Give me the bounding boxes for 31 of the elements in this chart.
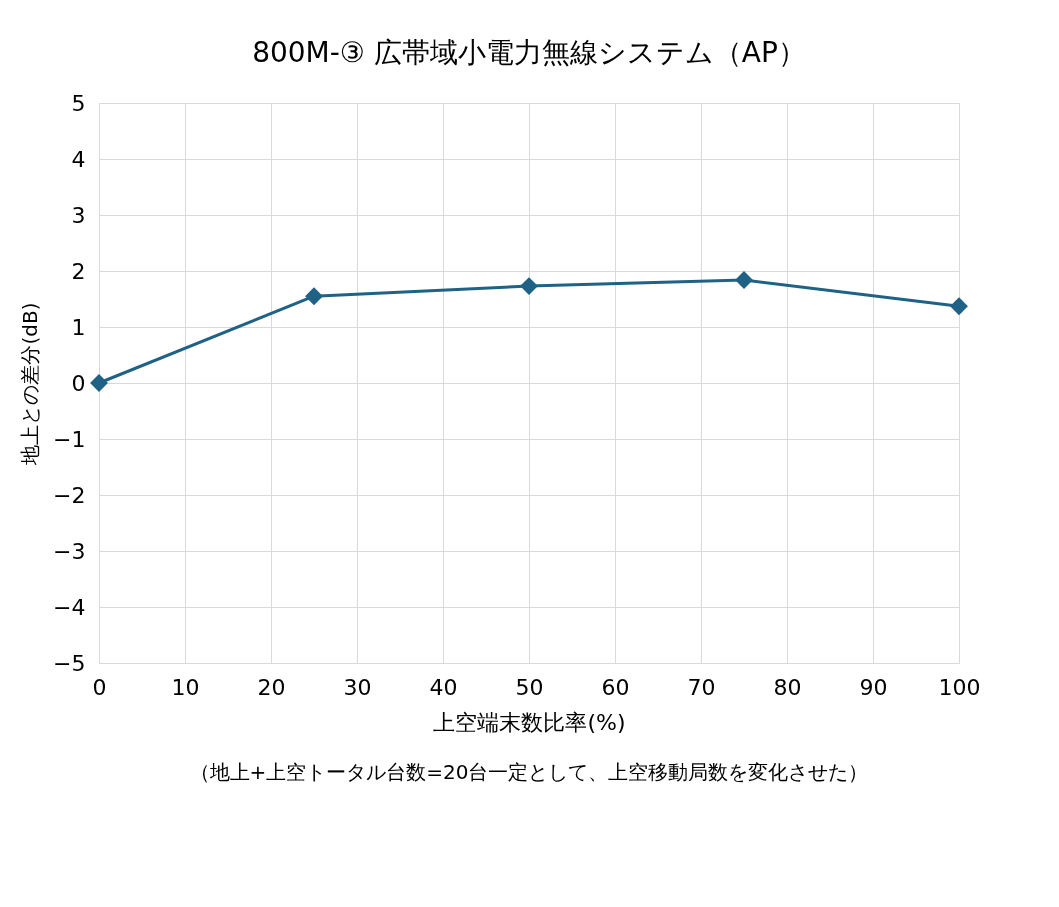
y-tick-label: 2 [71, 258, 86, 284]
point [950, 297, 968, 316]
y-tick-label: 5 [71, 90, 86, 116]
chart-title: 800M-③ 広帯域小電力無線システム（AP） [252, 36, 806, 69]
y-tick-label: −2 [53, 482, 86, 508]
x-tick-label: 20 [257, 674, 286, 700]
y-axis-title: 地上との差分(dB) [18, 302, 43, 466]
point [735, 271, 753, 289]
x-tick-label: 100 [938, 674, 981, 700]
point [305, 287, 323, 306]
x-tick-label: 40 [429, 674, 458, 700]
y-tick-label: 0 [71, 370, 86, 396]
x-tick-label: 90 [859, 674, 888, 700]
x-tick-label: 10 [171, 674, 200, 700]
x-tick-label: 70 [687, 674, 716, 700]
point [90, 374, 108, 392]
y-tick-label: −5 [53, 650, 86, 676]
y-tick-label: −4 [53, 594, 86, 620]
y-tick-label: −1 [53, 426, 86, 452]
point [520, 277, 538, 296]
y-tick-label: 4 [71, 146, 86, 172]
x-tick-label: 80 [773, 674, 802, 700]
y-tick-label: 1 [71, 314, 86, 340]
x-tick-label: 50 [515, 674, 544, 700]
y-tick-label: −3 [53, 538, 86, 564]
x-axis-title: 上空端末数比率(%) [433, 709, 626, 735]
y-tick-label: 3 [71, 202, 86, 228]
x-tick-label: 30 [343, 674, 372, 700]
x-tick-label: 60 [601, 674, 630, 700]
text: （地上+上空トータル台数=20台一定として、上空移動局数を変化させた） [189, 760, 869, 784]
x-tick-label: 0 [92, 674, 107, 700]
